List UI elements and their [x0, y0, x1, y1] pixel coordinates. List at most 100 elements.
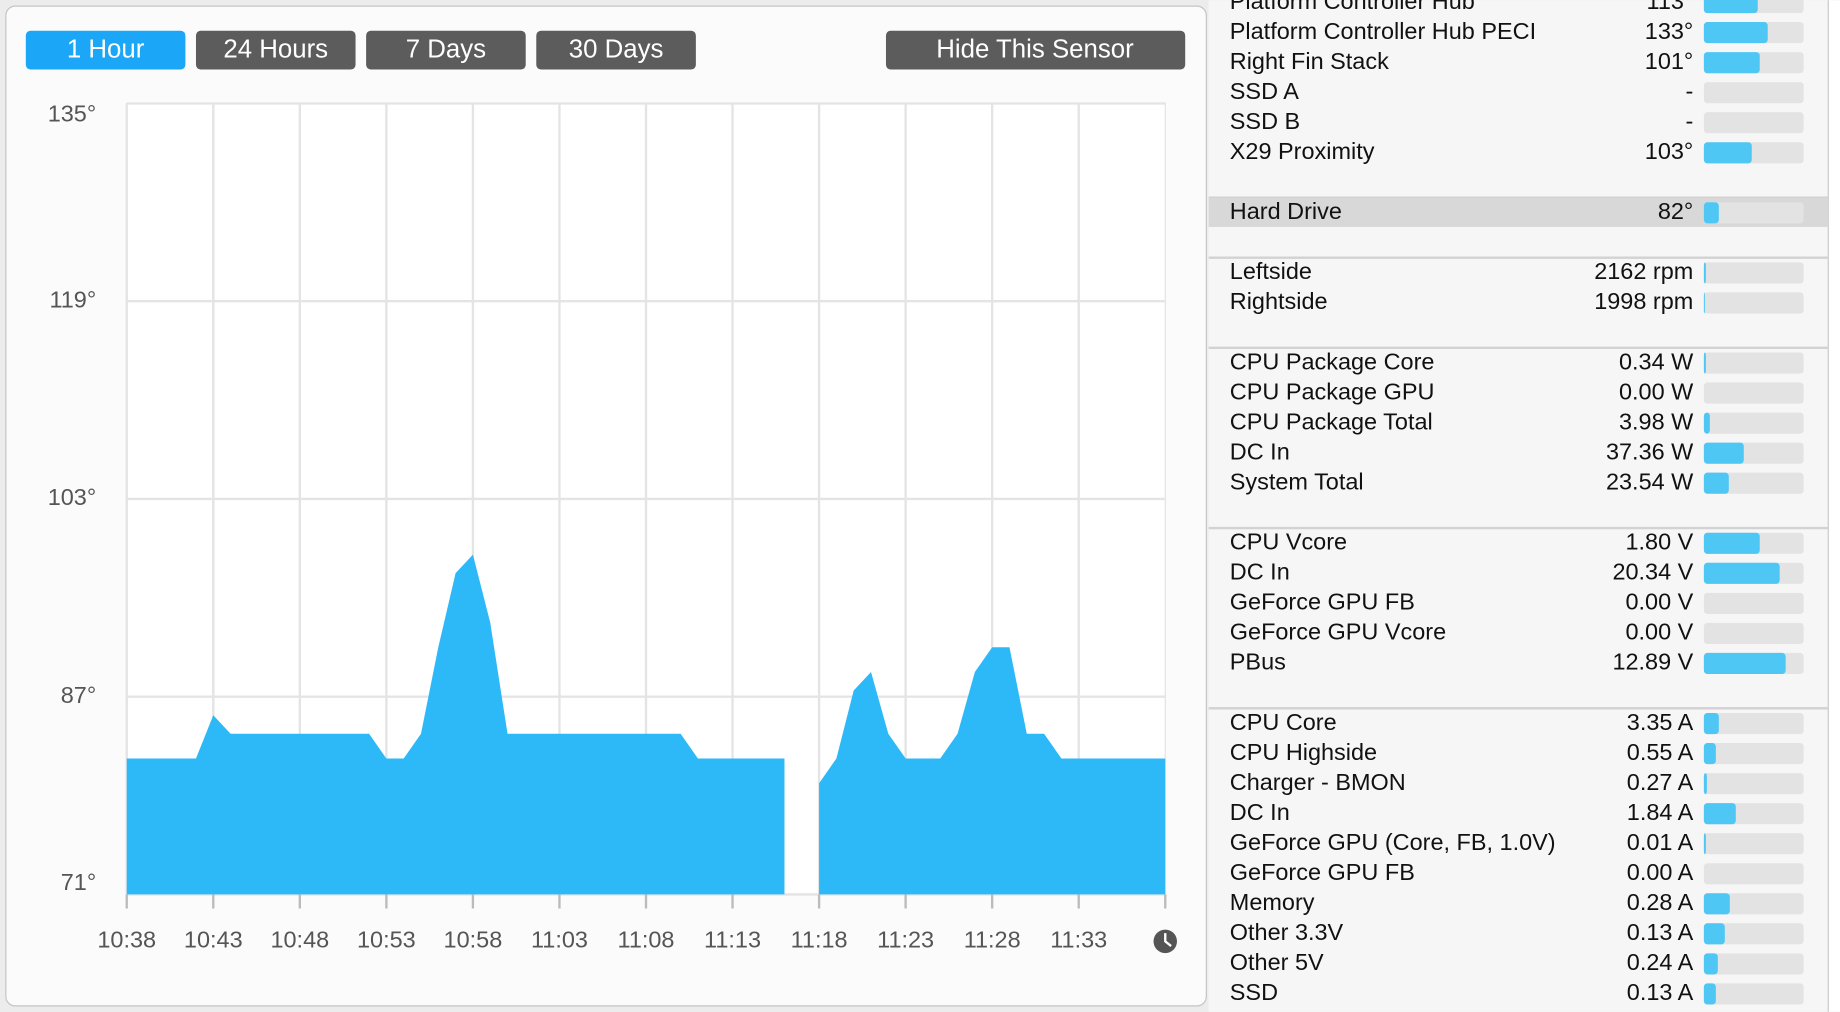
sensor-value: 2162 rpm [1594, 258, 1693, 284]
level-bar [1703, 262, 1706, 284]
sensor-value: 113° [1647, 0, 1694, 14]
sensor-value: 23.54 W [1606, 468, 1694, 494]
sensor-name: Leftside [1230, 258, 1312, 284]
button-background [536, 30, 696, 70]
button-background [366, 30, 526, 70]
sensor-value: 0.00 V [1626, 619, 1694, 645]
area [819, 647, 1166, 895]
sensor-row[interactable]: CPU Vcore 1.80 V [1230, 529, 1804, 555]
level-bar [1703, 52, 1760, 74]
sensor-value: 101° [1645, 48, 1694, 74]
y-tick-label: 87° [61, 682, 96, 708]
sensor-row[interactable]: SSD A - [1230, 78, 1804, 104]
level-bar [1703, 532, 1760, 554]
range-button[interactable]: 30 Days [536, 30, 696, 70]
level-bar [1703, 472, 1729, 494]
sensor-row[interactable]: Memory 0.28 A [1230, 889, 1804, 915]
sensor-row[interactable]: Other 3.3V 0.13 A [1230, 919, 1804, 945]
sensor-value: 37.36 W [1606, 438, 1694, 464]
sensor-row[interactable]: SSD B - [1230, 108, 1804, 134]
button-background [195, 30, 356, 70]
level-track [1703, 352, 1804, 374]
level-bar [1703, 833, 1706, 855]
sensor-row[interactable]: SSD 0.13 A [1230, 979, 1804, 1005]
level-track [1703, 743, 1804, 765]
sensor-row[interactable]: GeForce GPU (Core, FB, 1.0V) 0.01 A [1230, 829, 1804, 855]
sensor-row[interactable]: CPU Highside 0.55 A [1230, 739, 1804, 765]
area [126, 554, 785, 895]
level-track [1703, 262, 1804, 284]
range-button[interactable]: 1 Hour [25, 30, 186, 70]
y-tick-label: 119° [49, 286, 96, 312]
level-track [1703, 983, 1804, 1005]
sensor-value: - [1686, 108, 1694, 134]
sensor-name: DC In [1230, 799, 1290, 825]
x-tick-label: 10:58 [444, 927, 503, 953]
level-bar [1703, 412, 1710, 434]
button-background [885, 30, 1186, 70]
sensor-row[interactable]: DC In 1.84 A [1230, 799, 1804, 825]
sensor-row[interactable]: Leftside 2162 rpm [1230, 258, 1804, 284]
sensor-name: Rightside [1230, 288, 1328, 314]
level-track [1703, 923, 1804, 945]
button-label: 24 Hours [223, 36, 328, 64]
sensor-value: - [1686, 78, 1694, 104]
sensor-value: 0.00 V [1626, 589, 1694, 615]
range-button[interactable]: 7 Days [366, 30, 526, 70]
sensor-value: 103° [1645, 138, 1694, 164]
y-tick-label: 103° [48, 484, 97, 510]
level-track [1703, 292, 1804, 314]
level-bar [1703, 22, 1768, 44]
x-tick-label: 10:48 [270, 927, 329, 953]
sensor-row[interactable]: Rightside 1998 rpm [1230, 288, 1804, 314]
level-bar [1703, 743, 1716, 765]
sensor-row[interactable]: CPU Package Total 3.98 W [1230, 408, 1804, 434]
sensor-row[interactable]: System Total 23.54 W [1230, 468, 1804, 494]
sensor-row[interactable]: DC In 20.34 V [1230, 559, 1804, 585]
sensor-row[interactable]: Other 5V 0.24 A [1230, 949, 1804, 975]
level-bar [1703, 803, 1736, 825]
button-label: Hide This Sensor [936, 36, 1134, 64]
sensor-name: GeForce GPU (Core, FB, 1.0V) [1230, 829, 1556, 855]
sensor-row[interactable]: CPU Core 3.35 A [1230, 709, 1804, 735]
sensor-value: 3.98 W [1619, 408, 1694, 434]
sensor-row[interactable]: Platform Controller Hub PECI 133° [1230, 18, 1804, 44]
sensor-value: 0.13 A [1627, 979, 1694, 1005]
level-bar [1703, 292, 1705, 314]
sensor-row[interactable]: PBus 12.89 V [1230, 649, 1804, 675]
hide-sensor-button[interactable]: Hide This Sensor [885, 30, 1186, 70]
sensor-value: 0.27 A [1627, 769, 1694, 795]
sensor-row[interactable]: CPU Package Core 0.34 W [1230, 348, 1804, 374]
sensor-name: X29 Proximity [1230, 138, 1375, 164]
y-tick-label: 71° [61, 869, 96, 895]
sensor-value: 0.28 A [1627, 889, 1694, 915]
sensor-row[interactable]: DC In 37.36 W [1230, 438, 1804, 464]
sensor-row[interactable]: Charger - BMON 0.27 A [1230, 769, 1804, 795]
sensor-row[interactable]: GeForce GPU Vcore 0.00 V [1230, 619, 1804, 645]
sensor-value: 1998 rpm [1594, 288, 1693, 314]
level-track [1703, 82, 1804, 104]
sensor-name: DC In [1230, 438, 1290, 464]
level-track [1703, 382, 1804, 404]
sensor-value: 3.35 A [1627, 709, 1694, 735]
sensor-row[interactable]: GeForce GPU FB 0.00 V [1230, 589, 1804, 615]
x-tick-label: 10:53 [357, 927, 416, 953]
range-button[interactable]: 24 Hours [195, 30, 356, 70]
sensor-row[interactable]: Right Fin Stack 101° [1230, 48, 1804, 74]
level-bar [1703, 652, 1786, 675]
sensor-value: 0.24 A [1627, 949, 1694, 975]
sensor-row[interactable]: Platform Controller Hub 113° [1230, 0, 1804, 14]
sensor-name: CPU Core [1230, 709, 1337, 735]
clock-icon[interactable] [1153, 929, 1177, 954]
level-track [1703, 833, 1804, 855]
level-track [1703, 202, 1804, 224]
level-track [1703, 112, 1804, 134]
sensor-row[interactable]: GeForce GPU FB 0.00 A [1230, 859, 1804, 885]
sensor-value: 0.55 A [1627, 739, 1694, 765]
sensor-row[interactable]: X29 Proximity 103° [1230, 138, 1804, 164]
sensor-row[interactable]: Hard Drive 82° [1208, 198, 1829, 227]
sensor-name: CPU Package Total [1230, 408, 1433, 434]
sensor-row[interactable]: CPU Package GPU 0.00 W [1230, 378, 1804, 404]
